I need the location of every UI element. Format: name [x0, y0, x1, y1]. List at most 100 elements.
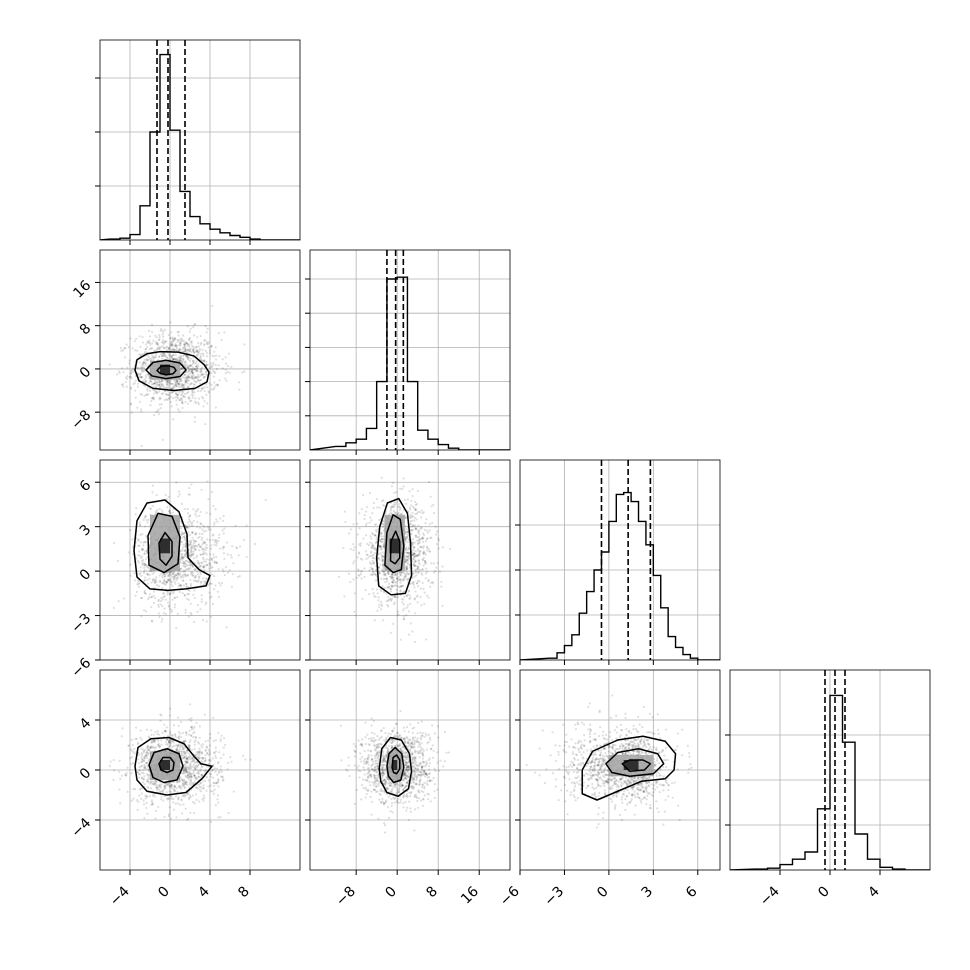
scatter-point [135, 799, 138, 802]
scatter-point [127, 551, 130, 554]
scatter-point [169, 337, 172, 340]
scatter-point [141, 548, 144, 551]
scatter-point [183, 553, 186, 556]
scatter-point [128, 362, 131, 365]
scatter-point [190, 550, 193, 553]
scatter-point [417, 531, 420, 534]
scatter-point [177, 334, 180, 337]
scatter-point [176, 381, 179, 384]
scatter-point [143, 766, 146, 769]
scatter-point [215, 518, 218, 521]
scatter-point [199, 769, 202, 773]
scatter-point [189, 762, 192, 765]
scatter-point [173, 786, 176, 789]
scatter-point [409, 515, 412, 518]
scatter-point [205, 364, 208, 367]
scatter-point [192, 519, 195, 523]
scatter-point [207, 390, 210, 393]
scatter-point [215, 561, 218, 564]
scatter-point [205, 577, 209, 581]
scatter-point [178, 786, 181, 789]
scatter-point [151, 578, 155, 581]
scatter-point [144, 380, 147, 383]
scatter-point [133, 747, 136, 750]
scatter-point [140, 797, 143, 800]
scatter-point [187, 364, 190, 367]
scatter-point [418, 553, 421, 556]
scatter-point [148, 341, 152, 345]
scatter-point [182, 561, 185, 564]
scatter-point [169, 738, 172, 742]
scatter-point [203, 582, 207, 585]
scatter-point [398, 502, 401, 506]
scatter-point [146, 346, 149, 349]
scatter-point [164, 346, 168, 349]
scatter-point [194, 369, 197, 372]
contour-level [147, 512, 181, 574]
scatter-point [393, 511, 396, 514]
scatter-point [197, 543, 200, 547]
scatter-point [180, 552, 183, 556]
scatter-point [357, 574, 360, 577]
scatter-point [369, 554, 372, 558]
scatter-point [175, 781, 179, 784]
scatter-point [192, 351, 195, 354]
scatter-point [366, 505, 369, 509]
scatter-point [153, 739, 156, 742]
scatter-point [421, 540, 425, 543]
scatter-point [165, 380, 168, 384]
scatter-point [205, 776, 208, 779]
scatter-point [188, 729, 191, 732]
scatter-point [177, 330, 180, 333]
scatter-point [186, 777, 190, 780]
scatter-point [405, 530, 408, 533]
scatter-point [180, 575, 183, 578]
scatter-point [429, 581, 433, 584]
scatter-point [378, 572, 382, 575]
scatter-point [192, 552, 195, 555]
scatter-point [427, 596, 430, 599]
scatter-point [153, 382, 157, 385]
scatter-point [203, 769, 206, 773]
scatter-point [194, 397, 197, 400]
scatter-point [202, 565, 205, 568]
scatter-point [175, 392, 178, 396]
scatter-point [167, 579, 170, 582]
scatter-point [193, 774, 196, 777]
scatter-point [392, 579, 395, 582]
scatter-point [185, 731, 188, 734]
scatter-point [417, 565, 420, 568]
scatter-point [158, 386, 161, 389]
scatter-point [151, 484, 154, 487]
scatter-point [184, 807, 187, 810]
scatter-point [187, 615, 191, 618]
scatter-point [210, 490, 214, 494]
scatter-point [391, 581, 394, 584]
scatter-point [159, 713, 162, 716]
scatter-point [206, 480, 209, 483]
scatter-point [204, 373, 208, 376]
scatter-point [176, 380, 179, 383]
scatter-point [192, 349, 195, 352]
scatter-point [382, 570, 385, 574]
scatter-point [201, 536, 204, 539]
scatter-point [438, 570, 442, 573]
scatter-point [171, 343, 174, 347]
scatter-point [183, 756, 186, 759]
scatter-point [136, 366, 139, 370]
scatter-point [171, 387, 174, 390]
scatter-point [138, 400, 142, 403]
scatter-point [429, 585, 432, 588]
scatter-point [158, 784, 161, 788]
scatter-point [188, 349, 192, 352]
scatter-point [129, 402, 132, 405]
scatter-point [179, 743, 182, 746]
scatter-point [154, 513, 157, 516]
scatter-point [200, 538, 203, 541]
scatter-point [415, 581, 418, 585]
scatter-point [121, 727, 124, 730]
scatter-point [158, 396, 161, 399]
scatter-point [182, 779, 185, 782]
scatter-point [382, 545, 385, 548]
scatter-point [205, 363, 208, 366]
